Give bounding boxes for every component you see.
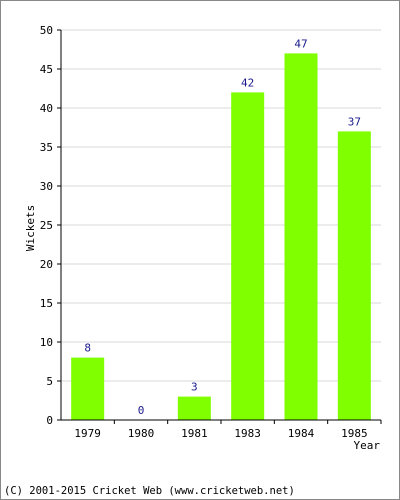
bar bbox=[231, 92, 265, 421]
y-tick-label: 45 bbox=[40, 63, 53, 76]
x-tick-label: 1979 bbox=[74, 427, 101, 440]
y-tick-label: 35 bbox=[40, 141, 53, 154]
y-tick-label: 25 bbox=[40, 219, 53, 232]
y-tick-label: 15 bbox=[40, 297, 53, 310]
x-tick-label: 1983 bbox=[234, 427, 261, 440]
bar bbox=[337, 131, 371, 420]
data-label: 37 bbox=[348, 115, 361, 128]
y-tick-label: 5 bbox=[46, 375, 53, 388]
bar bbox=[177, 396, 211, 420]
x-tick-label: 1985 bbox=[341, 427, 368, 440]
copyright-footer: (C) 2001-2015 Cricket Web (www.cricketwe… bbox=[4, 485, 295, 497]
data-label: 47 bbox=[294, 37, 307, 50]
bar bbox=[71, 357, 105, 420]
y-tick-labels: 0 5 10 15 20 25 30 35 40 45 50 bbox=[40, 24, 53, 427]
x-tick-label: 1984 bbox=[288, 427, 315, 440]
y-tick-label: 50 bbox=[40, 24, 53, 37]
data-label: 8 bbox=[84, 342, 91, 355]
y-tick-label: 0 bbox=[46, 414, 53, 427]
data-label: 42 bbox=[241, 76, 254, 89]
x-tick-label: 1981 bbox=[181, 427, 208, 440]
y-tick-label: 10 bbox=[40, 336, 53, 349]
x-tick-labels: 1979 1980 1981 1983 1984 1985 bbox=[74, 427, 367, 440]
axes bbox=[57, 29, 382, 424]
x-axis-title: Year bbox=[354, 439, 381, 452]
data-label: 0 bbox=[138, 404, 145, 417]
bar bbox=[284, 53, 318, 421]
data-label: 3 bbox=[191, 381, 198, 394]
y-tick-label: 20 bbox=[40, 258, 53, 271]
y-tick-label: 40 bbox=[40, 102, 53, 115]
y-tick-label: 30 bbox=[40, 180, 53, 193]
bars bbox=[71, 53, 371, 421]
y-axis-title: Wickets bbox=[24, 205, 37, 251]
grid-lines bbox=[61, 29, 381, 382]
data-labels: 8 0 3 42 47 37 bbox=[84, 37, 361, 417]
x-tick-label: 1980 bbox=[128, 427, 155, 440]
